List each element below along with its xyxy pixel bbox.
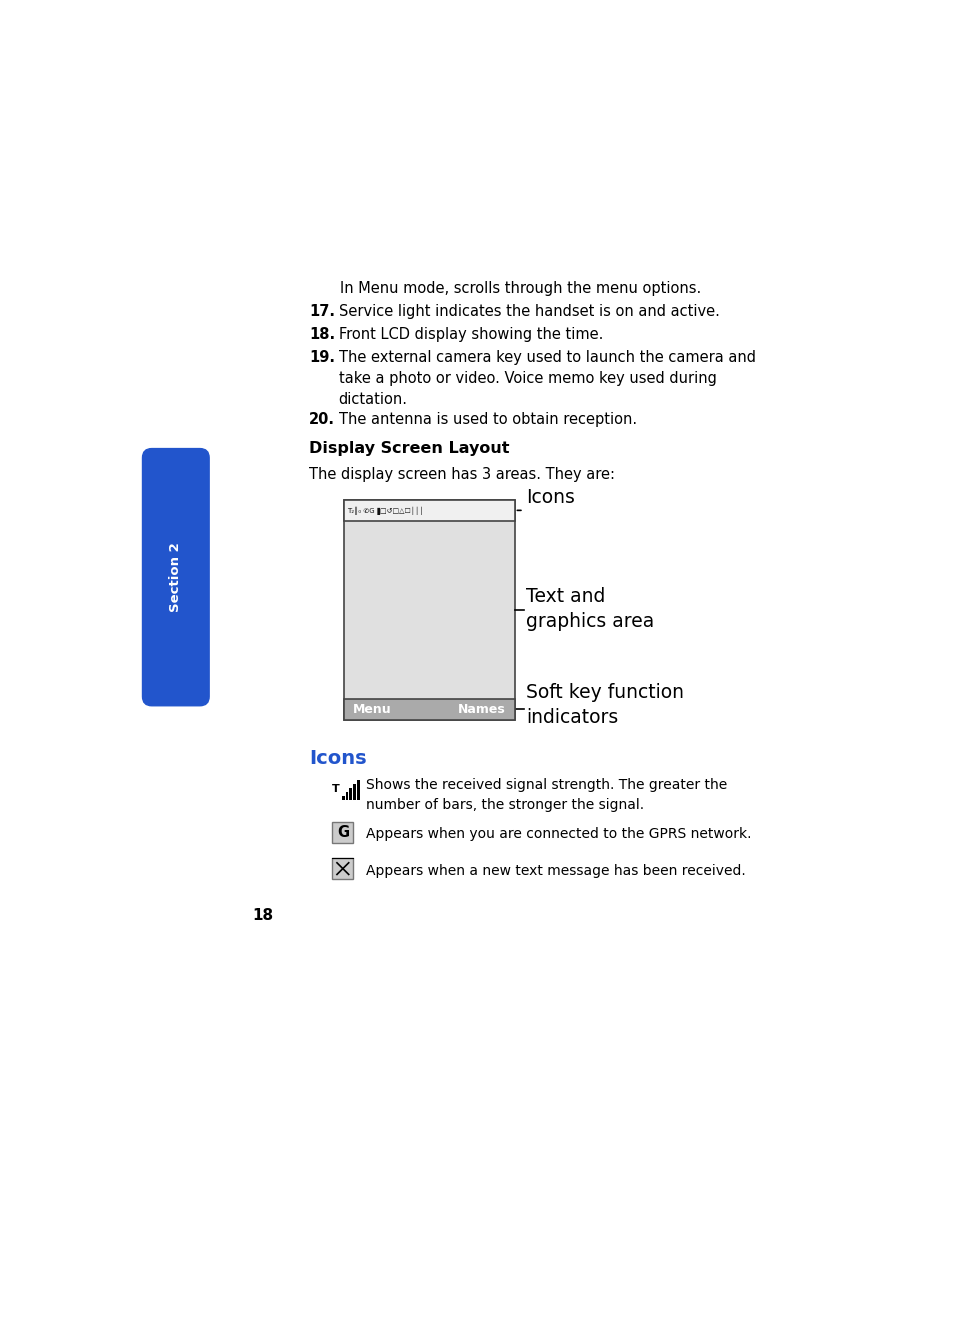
Text: dictation.: dictation. bbox=[338, 392, 407, 406]
Text: In Menu mode, scrolls through the menu options.: In Menu mode, scrolls through the menu o… bbox=[340, 281, 700, 295]
Text: 20.: 20. bbox=[309, 412, 335, 426]
Bar bbox=[349, 789, 352, 799]
Text: Shows the received signal strength. The greater the: Shows the received signal strength. The … bbox=[366, 778, 727, 793]
Bar bbox=[353, 785, 355, 799]
Text: Service light indicates the handset is on and active.: Service light indicates the handset is o… bbox=[338, 303, 719, 319]
Text: take a photo or video. Voice memo key used during: take a photo or video. Voice memo key us… bbox=[338, 371, 716, 385]
Text: graphics area: graphics area bbox=[525, 612, 654, 632]
Bar bbox=[344, 500, 514, 521]
Text: 17.: 17. bbox=[309, 303, 335, 319]
Text: Appears when you are connected to the GPRS network.: Appears when you are connected to the GP… bbox=[366, 827, 751, 842]
Text: The external camera key used to launch the camera and: The external camera key used to launch t… bbox=[338, 350, 755, 365]
Text: Icons: Icons bbox=[525, 488, 575, 506]
Text: Display Screen Layout: Display Screen Layout bbox=[309, 441, 509, 456]
Bar bbox=[332, 822, 353, 843]
Text: Appears when a new text message has been received.: Appears when a new text message has been… bbox=[366, 864, 745, 877]
Text: G: G bbox=[336, 824, 349, 840]
Text: The antenna is used to obtain reception.: The antenna is used to obtain reception. bbox=[338, 412, 636, 426]
Text: number of bars, the stronger the signal.: number of bars, the stronger the signal. bbox=[366, 798, 644, 813]
Text: The display screen has 3 areas. They are:: The display screen has 3 areas. They are… bbox=[309, 467, 615, 481]
Bar bbox=[341, 795, 344, 799]
Bar bbox=[345, 791, 348, 799]
Text: T: T bbox=[332, 783, 340, 794]
Text: Section 2: Section 2 bbox=[169, 542, 182, 612]
Text: Text and: Text and bbox=[525, 587, 605, 605]
Text: 18: 18 bbox=[253, 909, 274, 923]
Text: 18.: 18. bbox=[309, 327, 335, 342]
Bar bbox=[356, 781, 359, 799]
Text: Front LCD display showing the time.: Front LCD display showing the time. bbox=[338, 327, 602, 342]
Bar bbox=[344, 699, 514, 720]
Text: T₂║₀ ✆G▐□↺□△☐│││: T₂║₀ ✆G▐□↺□△☐│││ bbox=[347, 506, 423, 514]
Text: Soft key function: Soft key function bbox=[525, 683, 683, 702]
Bar bbox=[332, 859, 353, 878]
FancyBboxPatch shape bbox=[142, 448, 209, 706]
Text: Icons: Icons bbox=[309, 749, 366, 768]
Text: Menu: Menu bbox=[353, 703, 392, 716]
Text: indicators: indicators bbox=[525, 708, 618, 727]
Bar bbox=[344, 500, 514, 720]
Text: 19.: 19. bbox=[309, 350, 335, 365]
Text: Names: Names bbox=[457, 703, 505, 716]
